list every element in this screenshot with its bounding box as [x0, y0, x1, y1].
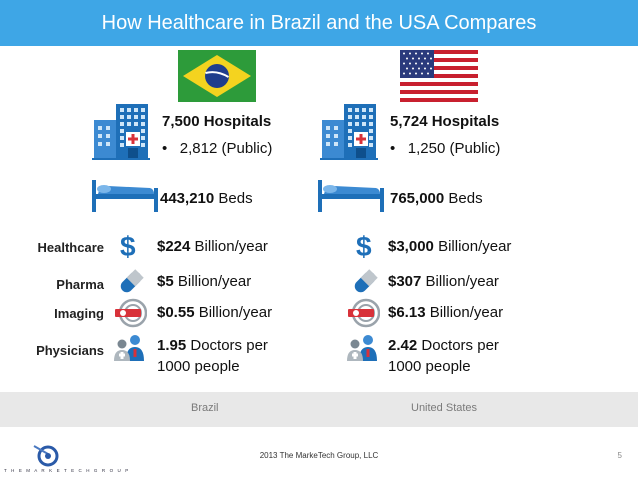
row-label-imaging: Imaging [54, 306, 104, 321]
brazil-pharma: $5 Billion/year [157, 273, 252, 290]
page-title: How Healthcare in Brazil and the USA Com… [101, 11, 537, 34]
dollar-icon: $ [120, 231, 136, 262]
brazil-imaging: $0.55 Billion/year [157, 304, 273, 321]
company-logo-icon [33, 445, 59, 467]
usa-pharma: $307 Billion/year [388, 273, 499, 290]
row-label-pharma: Pharma [56, 277, 104, 292]
brazil-hospitals: 7,500 Hospitals [162, 113, 272, 130]
page-number: 5 [617, 451, 622, 460]
brazil-label: Brazil [191, 402, 219, 414]
company-brand: T H E M A R K E T E C H G R O U P [4, 468, 130, 473]
brazil-hospitals-public: • 2,812 (Public) [162, 140, 273, 157]
brazil-beds: 443,210 Beds [160, 190, 253, 207]
doctors-icon [346, 333, 380, 363]
usa-healthcare: $3,000 Billion/year [388, 238, 512, 255]
bed-icon [316, 176, 386, 214]
brazil-flag-icon [178, 50, 256, 102]
pill-icon [116, 267, 146, 297]
usa-label: United States [411, 402, 478, 414]
usa-flag-icon [400, 50, 478, 102]
pill-icon [350, 267, 380, 297]
brazil-healthcare: $224 Billion/year [157, 238, 268, 255]
country-bar [0, 392, 638, 427]
title-bar: How Healthcare in Brazil and the USA Com… [0, 0, 638, 46]
row-label-healthcare: Healthcare [37, 240, 104, 255]
usa-physicians: 2.42 Doctors per 1000 people [388, 337, 499, 375]
hospital-icon [318, 100, 380, 162]
doctors-icon [113, 333, 147, 363]
dollar-icon: $ [356, 231, 372, 262]
hospital-icon [90, 100, 152, 162]
imaging-icon [113, 298, 147, 328]
footer-copyright: 2013 The MarkeTech Group, LLC [259, 451, 379, 460]
imaging-icon [346, 298, 380, 328]
usa-hospitals-public: • 1,250 (Public) [390, 140, 501, 157]
brazil-physicians: 1.95 Doctors per 1000 people [157, 337, 268, 375]
usa-hospitals: 5,724 Hospitals [390, 113, 500, 130]
row-label-physicians: Physicians [36, 343, 104, 358]
usa-beds: 765,000 Beds [390, 190, 483, 207]
usa-imaging: $6.13 Billion/year [388, 304, 504, 321]
bed-icon [90, 176, 160, 214]
